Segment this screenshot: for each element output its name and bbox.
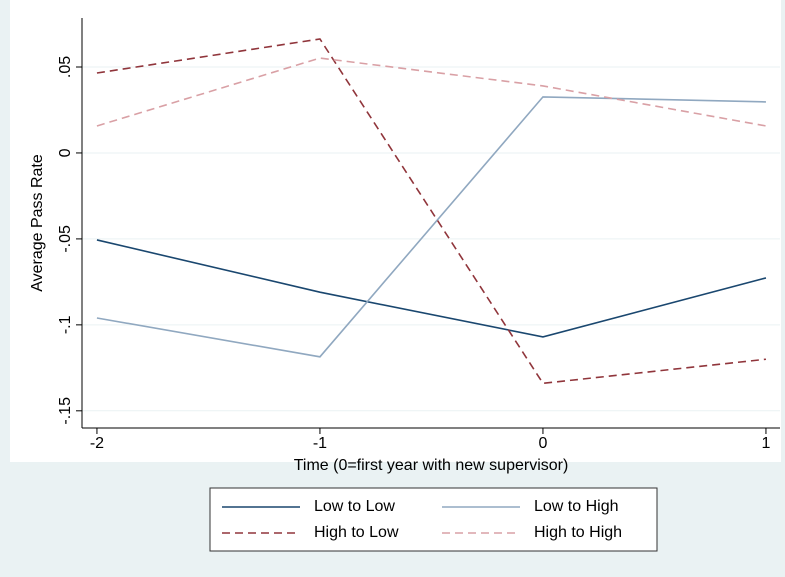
y-tick-label: -.15 xyxy=(57,397,74,425)
y-axis-label: Average Pass Rate xyxy=(29,154,46,292)
y-tick-label: .05 xyxy=(57,56,74,78)
y-tick-label: -.05 xyxy=(57,225,74,253)
x-tick-label: 0 xyxy=(538,435,547,452)
legend xyxy=(209,487,658,552)
y-tick-label: 0 xyxy=(57,148,74,157)
x-tick-label: -1 xyxy=(313,435,327,452)
legend-label: Low to High xyxy=(534,498,619,515)
legend-label: Low to Low xyxy=(314,498,395,515)
x-tick-label: 1 xyxy=(761,435,770,452)
plot-region xyxy=(10,0,781,462)
series-line xyxy=(96,38,767,385)
legend-label: High to High xyxy=(534,524,622,541)
x-axis-label: Time (0=first year with new supervisor) xyxy=(294,457,569,474)
y-tick-label: -.1 xyxy=(57,315,74,334)
series-line xyxy=(96,96,766,358)
x-tick-label: -2 xyxy=(90,435,104,452)
legend-label: High to Low xyxy=(314,524,399,541)
series-line xyxy=(96,239,767,338)
series-line xyxy=(96,57,767,127)
